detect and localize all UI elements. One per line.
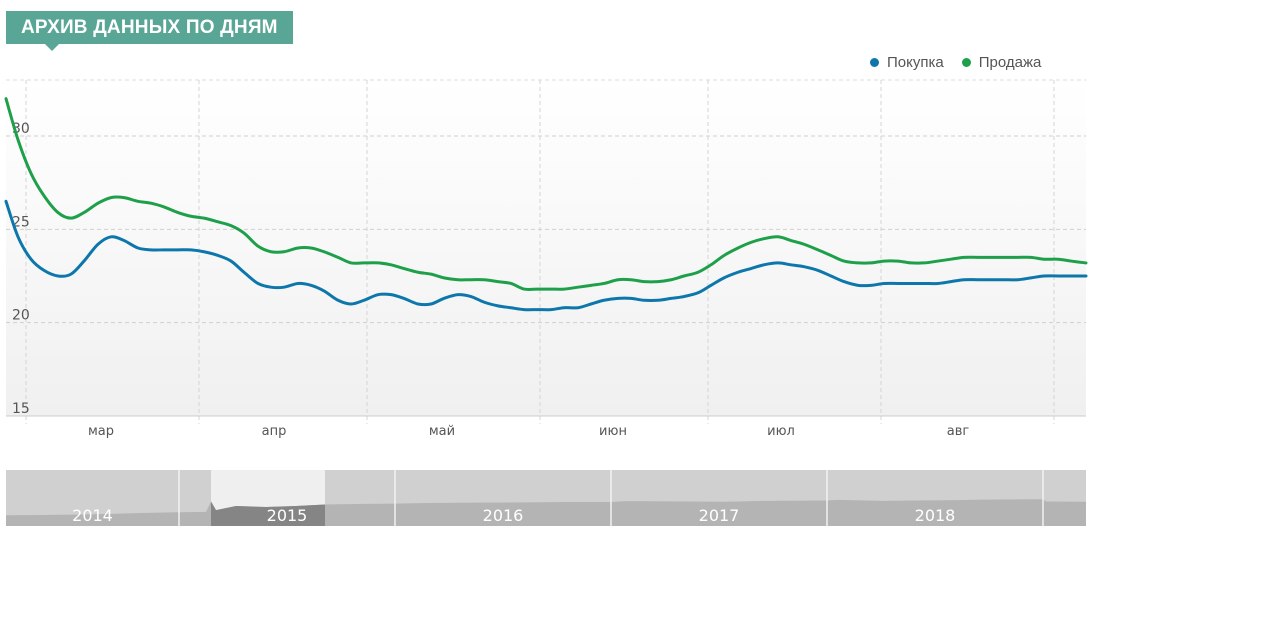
plot-background — [6, 80, 1086, 416]
title-pointer — [45, 44, 59, 51]
x-tick-label: авг — [947, 424, 970, 439]
x-tick-label: июн — [599, 424, 627, 439]
y-tick-label: 15 — [12, 401, 30, 417]
navigator-year-label: 2018 — [915, 506, 956, 525]
legend-buy-label: Покупка — [887, 54, 944, 71]
archive-title-text: АРХИВ ДАННЫХ ПО ДНЯМ — [21, 17, 278, 38]
y-tick-label: 20 — [12, 308, 30, 324]
navigator-year-label: 2014 — [72, 506, 113, 525]
navigator-year-label: 2015 — [267, 506, 308, 525]
series-line-buy — [4, 199, 1088, 312]
legend-sell-dot — [961, 58, 971, 67]
x-tick-label: май — [429, 424, 455, 439]
legend-item-buy[interactable]: Покупка — [870, 54, 944, 71]
legend-sell-label: Продажа — [978, 54, 1042, 71]
legend-buy-dot — [870, 58, 879, 67]
x-tick-label: мар — [88, 424, 114, 439]
navigator-year-label: 2017 — [699, 506, 740, 525]
x-tick-label: апр — [262, 424, 287, 439]
legend-item-sell[interactable]: Продажа — [961, 54, 1042, 71]
archive-title: АРХИВ ДАННЫХ ПО ДНЯМ — [6, 11, 293, 51]
range-navigator[interactable]: 2014 2015 2016 2017 2018 — [6, 470, 1086, 526]
navigator-year-label: 2016 — [483, 506, 524, 525]
navigator-selected-area — [211, 501, 325, 526]
series-line-sell — [4, 97, 1088, 291]
y-tick-label: 25 — [12, 214, 30, 230]
chart-legend: Покупка Продажа — [870, 54, 1041, 71]
x-tick-label: июл — [767, 424, 795, 439]
